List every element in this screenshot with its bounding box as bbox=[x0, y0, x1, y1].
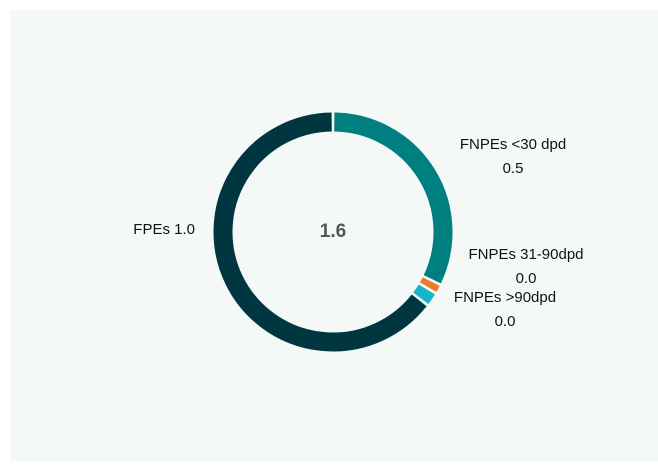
slice-name: FPEs bbox=[133, 221, 170, 238]
donut-slice bbox=[213, 112, 427, 352]
donut-slice bbox=[334, 112, 453, 284]
slice-name: FNPEs <30 dpd bbox=[460, 136, 566, 153]
slice-value: 0.0 bbox=[495, 313, 516, 330]
panel bbox=[10, 10, 658, 461]
slice-name: FNPEs 31-90dpd bbox=[468, 246, 583, 263]
donut-slice bbox=[419, 277, 440, 292]
slice-value: 0.0 bbox=[516, 270, 537, 287]
donut-slice bbox=[413, 284, 435, 305]
slice-label: FPEs 1.0 bbox=[133, 221, 195, 238]
slice-value: 1.0 bbox=[174, 221, 195, 238]
center-label: 1.6 bbox=[320, 221, 346, 242]
slice-name: FNPEs >90dpd bbox=[454, 289, 556, 306]
slice-value: 0.5 bbox=[503, 160, 524, 177]
